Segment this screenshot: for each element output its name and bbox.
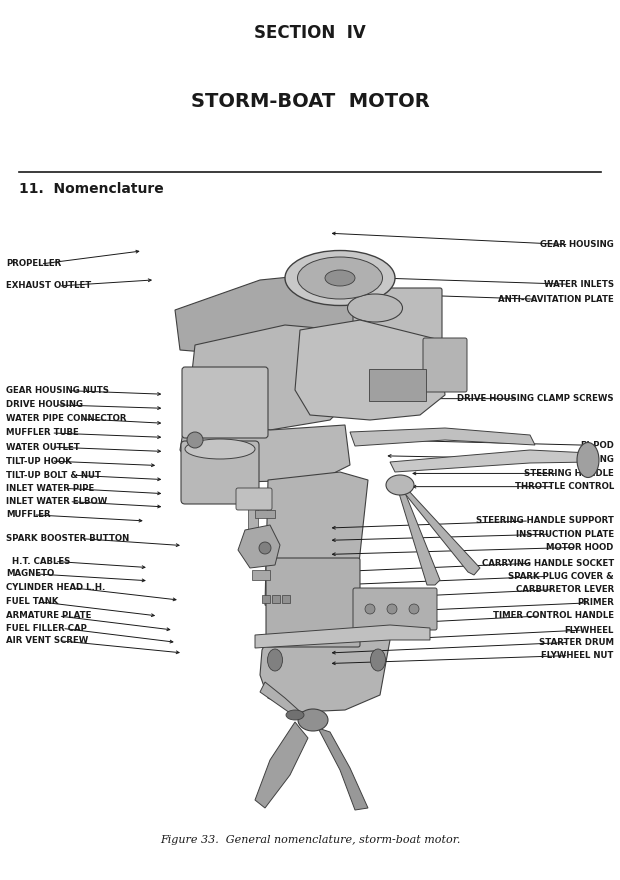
Text: THROTTLE CONTROL: THROTTLE CONTROL	[515, 482, 614, 491]
Polygon shape	[238, 525, 280, 568]
Text: SPARK PLUG COVER &: SPARK PLUG COVER &	[508, 572, 614, 581]
Ellipse shape	[325, 270, 355, 286]
Text: CARBURETOR LEVER: CARBURETOR LEVER	[516, 585, 614, 594]
FancyBboxPatch shape	[353, 588, 437, 630]
Text: BI-POD: BI-POD	[580, 441, 614, 450]
Text: WATER INLETS: WATER INLETS	[544, 280, 614, 289]
Text: PROPELLER: PROPELLER	[6, 260, 61, 268]
Ellipse shape	[577, 443, 599, 478]
FancyBboxPatch shape	[181, 441, 259, 504]
Ellipse shape	[371, 649, 386, 671]
Polygon shape	[255, 722, 308, 808]
Polygon shape	[318, 728, 368, 810]
Ellipse shape	[267, 649, 283, 671]
FancyBboxPatch shape	[266, 558, 360, 647]
Polygon shape	[260, 682, 305, 720]
Ellipse shape	[347, 294, 402, 322]
Bar	[282, 595, 290, 603]
FancyBboxPatch shape	[423, 338, 467, 392]
Text: INLET WATER PIPE: INLET WATER PIPE	[6, 484, 94, 493]
Text: GEAR HOUSING: GEAR HOUSING	[540, 240, 614, 249]
FancyBboxPatch shape	[369, 369, 426, 401]
Text: TILT-UP HOOK: TILT-UP HOOK	[6, 457, 72, 466]
Text: GEAR HOUSING NUTS: GEAR HOUSING NUTS	[6, 386, 109, 395]
Text: WATER PIPE CONNECTOR: WATER PIPE CONNECTOR	[6, 414, 126, 423]
Polygon shape	[260, 628, 390, 712]
FancyBboxPatch shape	[182, 367, 268, 438]
Text: INLET WATER ELBOW: INLET WATER ELBOW	[6, 497, 107, 506]
Polygon shape	[398, 490, 440, 585]
Text: PRIMER: PRIMER	[577, 598, 614, 607]
Bar	[272, 595, 280, 603]
Text: MAGNETO: MAGNETO	[6, 569, 55, 578]
Text: FUEL FILLER CAP: FUEL FILLER CAP	[6, 624, 87, 633]
Text: STEERING HANDLE SUPPORT: STEERING HANDLE SUPPORT	[476, 517, 614, 525]
Text: STARTER DRUM: STARTER DRUM	[539, 638, 614, 647]
Text: ARMATURE PLATE: ARMATURE PLATE	[6, 612, 92, 620]
Bar	[252, 570, 270, 580]
Text: WATER OUTLET: WATER OUTLET	[6, 443, 80, 451]
Ellipse shape	[285, 251, 395, 305]
Bar	[248, 495, 258, 555]
Text: MUFFLER: MUFFLER	[6, 510, 51, 519]
Polygon shape	[190, 325, 355, 430]
Text: FLYWHEEL: FLYWHEEL	[564, 626, 614, 634]
Circle shape	[409, 604, 419, 614]
Text: DRIVE HOUSING: DRIVE HOUSING	[6, 400, 83, 409]
Polygon shape	[350, 428, 535, 446]
Circle shape	[187, 432, 203, 448]
Text: H.T. CABLES: H.T. CABLES	[6, 557, 71, 566]
Text: FUEL TANK: FUEL TANK	[6, 598, 59, 606]
Text: CARRYING HANDLE SOCKET: CARRYING HANDLE SOCKET	[482, 559, 614, 568]
Ellipse shape	[298, 257, 383, 299]
Text: FLYWHEEL NUT: FLYWHEEL NUT	[541, 651, 614, 660]
Text: TILT-UP BOLT & NUT: TILT-UP BOLT & NUT	[6, 471, 101, 480]
Text: SECTION  IV: SECTION IV	[254, 25, 366, 42]
Polygon shape	[402, 490, 480, 575]
Text: 11.  Nomenclature: 11. Nomenclature	[19, 182, 163, 196]
Text: AIR VENT SCREW: AIR VENT SCREW	[6, 636, 89, 645]
Text: MUFFLER TUBE: MUFFLER TUBE	[6, 429, 79, 437]
Text: EXHAUST OUTLET: EXHAUST OUTLET	[6, 282, 92, 290]
Bar	[262, 595, 270, 603]
Circle shape	[259, 542, 271, 554]
Polygon shape	[390, 450, 592, 472]
Ellipse shape	[298, 709, 328, 731]
Ellipse shape	[286, 710, 304, 720]
Text: DRIVE HOUSING CLAMP SCREWS: DRIVE HOUSING CLAMP SCREWS	[457, 394, 614, 403]
Circle shape	[387, 604, 397, 614]
Polygon shape	[265, 472, 368, 615]
Polygon shape	[295, 320, 445, 420]
Text: TIMER CONTROL HANDLE: TIMER CONTROL HANDLE	[493, 612, 614, 620]
Text: SPARK BOOSTER BUTTON: SPARK BOOSTER BUTTON	[6, 534, 130, 543]
Text: INSTRUCTION PLATE: INSTRUCTION PLATE	[516, 530, 614, 539]
Ellipse shape	[386, 475, 414, 495]
Polygon shape	[175, 275, 360, 355]
Text: Figure 33.  General nomenclature, storm-boat motor.: Figure 33. General nomenclature, storm-b…	[160, 835, 460, 846]
Ellipse shape	[185, 439, 255, 459]
Text: MOTOR HOOD: MOTOR HOOD	[546, 543, 614, 552]
Text: STORM-BOAT  MOTOR: STORM-BOAT MOTOR	[190, 92, 430, 111]
Text: CYLINDER HEAD L.H.: CYLINDER HEAD L.H.	[6, 583, 105, 592]
Text: ANTI-CAVITATION PLATE: ANTI-CAVITATION PLATE	[498, 295, 614, 304]
Bar	[255, 510, 275, 518]
Text: PIVOT BEARING: PIVOT BEARING	[539, 455, 614, 464]
Text: STEERING HANDLE: STEERING HANDLE	[524, 469, 614, 478]
Circle shape	[365, 604, 375, 614]
FancyBboxPatch shape	[353, 288, 442, 392]
Polygon shape	[180, 420, 350, 482]
FancyBboxPatch shape	[236, 488, 272, 510]
Polygon shape	[255, 625, 430, 648]
